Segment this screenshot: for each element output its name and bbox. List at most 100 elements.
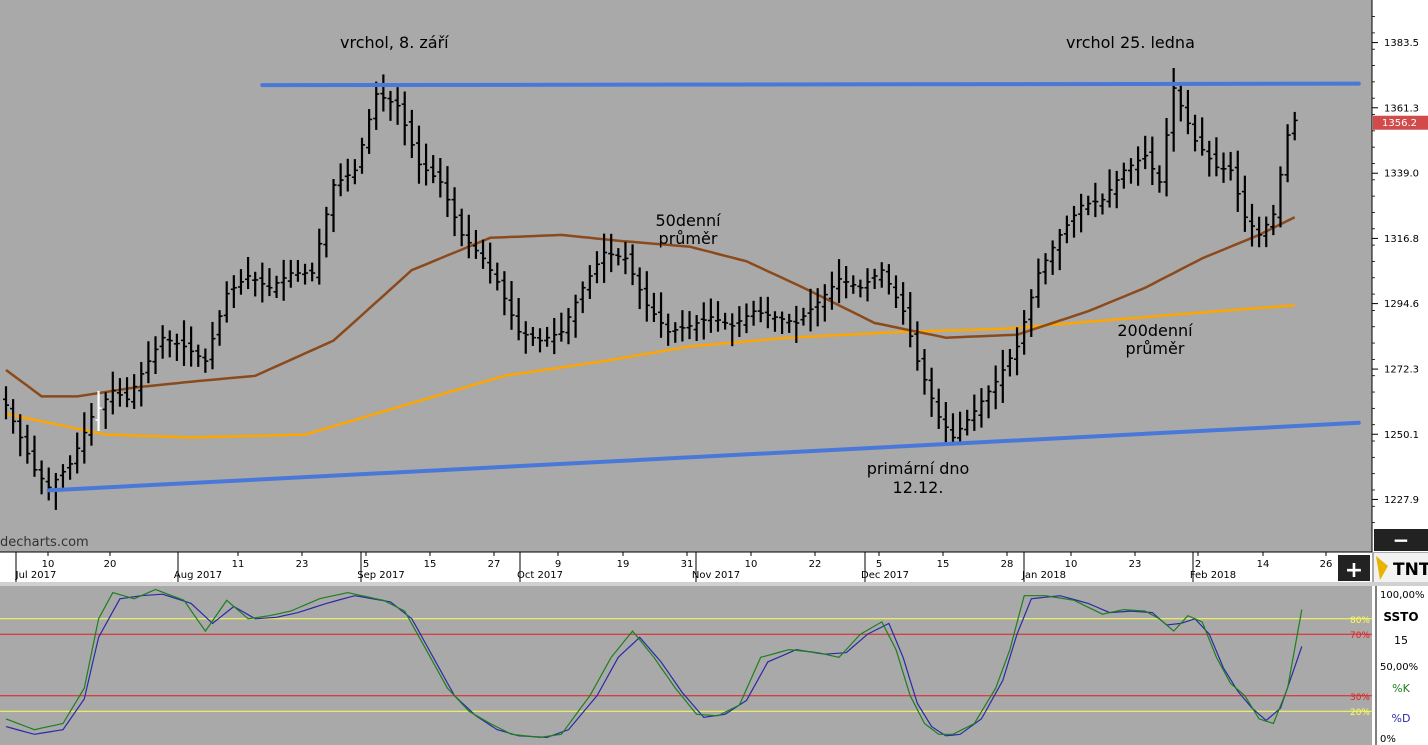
price-tick-label: 1383.5	[1384, 38, 1419, 49]
ohlc-bar	[159, 325, 166, 359]
ohlc-bar	[74, 432, 81, 474]
ohlc-bar	[102, 392, 109, 429]
ohlc-bar	[223, 281, 230, 323]
annotation-bottom-line1: primární dno	[867, 459, 970, 478]
ohlc-bar	[408, 109, 415, 159]
ohlc-bar	[95, 390, 102, 432]
ohlc-bar	[1263, 216, 1270, 248]
last-price-value: 1356.2	[1382, 118, 1417, 129]
ohlc-bar	[1227, 151, 1234, 181]
time-tick-label: 26	[1320, 559, 1333, 570]
ohlc-bar	[957, 411, 964, 445]
ohlc-bar	[885, 264, 892, 295]
time-tick-label: 28	[1001, 559, 1014, 570]
ohlc-bar	[736, 306, 743, 337]
ohlc-bar	[380, 74, 387, 112]
stoch-period: 15	[1394, 634, 1408, 647]
stoch-level-label: 20%	[1350, 708, 1370, 718]
ohlc-bar	[729, 313, 736, 347]
ohlc-bar	[188, 326, 195, 367]
ohlc-bar	[1241, 175, 1248, 232]
ohlc-bar	[337, 163, 344, 197]
time-tick-label: 10	[42, 559, 55, 570]
ohlc-bar	[650, 292, 657, 322]
price-panel	[0, 0, 1372, 552]
ohlc-bar	[1021, 310, 1028, 355]
time-tick-label: Jan 2018	[1021, 570, 1066, 581]
ohlc-bar	[857, 279, 864, 298]
trendline-support[interactable]	[46, 420, 1361, 493]
time-tick-label: 19	[617, 559, 630, 570]
trendline-resistance[interactable]	[260, 81, 1361, 88]
time-tick-label: Aug 2017	[174, 570, 222, 581]
zoom-out-button[interactable]: −	[1374, 528, 1428, 552]
ohlc-bar	[131, 374, 138, 409]
time-tick-label: 11	[232, 559, 245, 570]
ohlc-bar	[636, 267, 643, 310]
ohlc-bar	[245, 256, 252, 290]
price-tick-label: 1339.0	[1384, 169, 1419, 180]
ohlc-bar	[437, 157, 444, 198]
ohlc-bar	[444, 166, 451, 218]
ohlc-bar	[1106, 169, 1113, 208]
ohlc-bar	[1270, 204, 1277, 236]
ohlc-bar	[1199, 117, 1206, 156]
time-tick-label: Jul 2017	[15, 570, 57, 581]
ohlc-bar	[921, 349, 928, 395]
ohlc-bar	[1120, 162, 1127, 189]
annotation-ma50-line1: 50denní	[655, 211, 721, 230]
ohlc-bar	[430, 155, 437, 184]
time-tick-label: Feb 2018	[1190, 570, 1236, 581]
time-tick-label: Nov 2017	[692, 570, 740, 581]
price-tick-label: 1294.6	[1384, 299, 1419, 310]
stoch-k-line	[5, 588, 1303, 739]
plus-icon: +	[1345, 558, 1363, 583]
ohlc-bar	[964, 409, 971, 436]
price-tick-label: 1250.1	[1384, 430, 1419, 441]
annotation-ma200-line1: 200denní	[1117, 321, 1193, 340]
time-tick-label: 5	[363, 559, 369, 570]
ohlc-bar	[181, 320, 187, 366]
annotation-peak-sep: vrchol, 8. září	[340, 33, 449, 52]
ohlc-bar	[401, 91, 408, 146]
ohlc-bar	[1163, 118, 1170, 197]
annotation-peak-jan: vrchol 25. ledna	[1066, 33, 1195, 52]
time-tick-label: 9	[555, 559, 561, 570]
ohlc-bar	[893, 275, 899, 308]
ohlc-bar	[458, 208, 465, 247]
annotation-ma50-line2: průměr	[659, 229, 718, 248]
price-tick-label: 1227.9	[1384, 495, 1419, 506]
ohlc-bar	[643, 271, 650, 322]
ohlc-bar	[3, 386, 9, 420]
ohlc-bar	[17, 414, 24, 457]
ohlc-bar	[195, 344, 202, 367]
time-tick-label: Oct 2017	[517, 570, 563, 581]
ohlc-bar	[971, 394, 978, 431]
ohlc-bar	[900, 282, 907, 325]
ohlc-bar	[743, 303, 750, 334]
stoch-axis-50: 50,00%	[1380, 662, 1418, 673]
ohlc-bar	[259, 262, 266, 303]
ohlc-bar	[515, 298, 522, 341]
ohlc-bar	[10, 399, 17, 434]
ohlc-bar	[38, 460, 45, 495]
time-tick-label: 14	[1257, 559, 1270, 570]
panel-separator[interactable]	[0, 582, 1428, 586]
ohlc-bar	[1291, 111, 1298, 141]
ohlc-bar	[423, 143, 430, 186]
add-indicator-button[interactable]: +	[1338, 555, 1370, 583]
ohlc-bar	[373, 81, 380, 130]
stoch-level-label: 30%	[1350, 693, 1370, 703]
ohlc-bar	[109, 371, 116, 415]
ohlc-bar	[415, 125, 422, 184]
ohlc-bar	[302, 263, 309, 285]
ohlc-bar	[351, 159, 358, 185]
ohlc-bar	[216, 310, 223, 346]
ohlc-bar	[1149, 136, 1156, 186]
ohlc-bar	[800, 307, 807, 326]
ohlc-bar	[665, 313, 672, 346]
ohlc-bar	[387, 90, 394, 121]
ohlc-bar	[1099, 193, 1106, 215]
time-tick-label: 31	[681, 559, 694, 570]
ohlc-bar	[878, 262, 885, 288]
